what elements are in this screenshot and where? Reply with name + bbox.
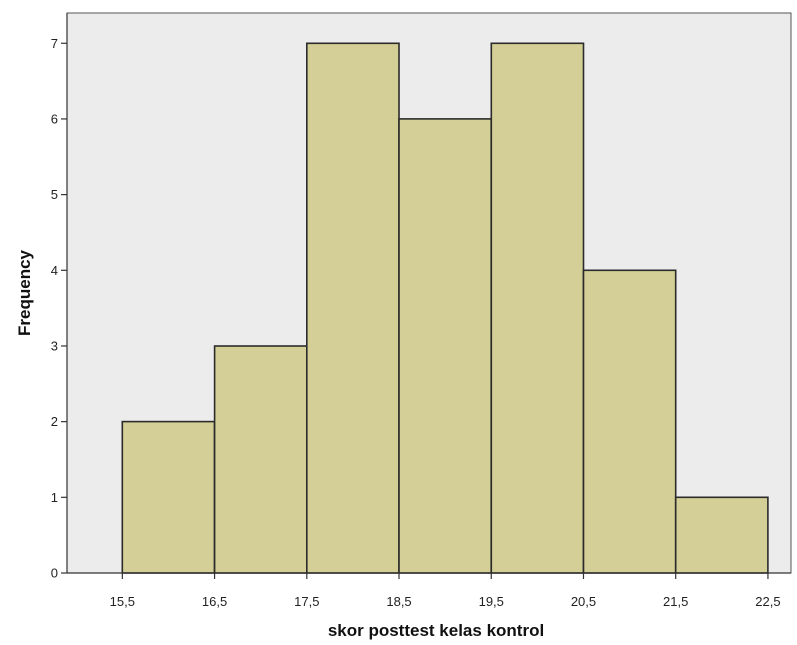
histogram-bar-5 xyxy=(490,42,585,574)
histogram-bar-4 xyxy=(398,118,492,574)
y-tick-label: 0 xyxy=(51,566,58,581)
x-tick-label: 18,5 xyxy=(386,594,411,609)
y-axis: 0 1 2 3 4 5 6 7 xyxy=(51,13,68,581)
y-tick-label: 1 xyxy=(51,490,58,505)
histogram-bar-3 xyxy=(305,42,400,574)
x-tick-label: 22,5 xyxy=(755,594,780,609)
histogram-bar-2 xyxy=(213,345,308,574)
x-tick-label: 20,5 xyxy=(571,594,596,609)
x-tick-label: 16,5 xyxy=(202,594,227,609)
y-tick-label: 5 xyxy=(51,187,58,202)
y-tick-label: 4 xyxy=(51,263,58,278)
histogram-bar-6 xyxy=(582,269,677,574)
histogram-bar-1 xyxy=(121,420,216,574)
x-tick-label: 19,5 xyxy=(479,594,504,609)
y-tick-label: 2 xyxy=(51,414,58,429)
y-tick-label: 6 xyxy=(51,111,58,126)
histogram-bar-7 xyxy=(674,496,769,574)
bars-group xyxy=(121,42,769,574)
x-axis-title: skor posttest kelas kontrol xyxy=(328,621,544,640)
y-tick-label: 3 xyxy=(51,338,58,353)
x-tick-label: 15,5 xyxy=(110,594,135,609)
x-tick-label: 17,5 xyxy=(294,594,319,609)
y-axis-title: Frequency xyxy=(15,249,34,336)
x-tick-label: 21,5 xyxy=(663,594,688,609)
x-axis: 15,5 16,5 17,5 18,5 19,5 20,5 21,5 22,5 xyxy=(67,572,791,609)
y-tick-label: 7 xyxy=(51,36,58,51)
